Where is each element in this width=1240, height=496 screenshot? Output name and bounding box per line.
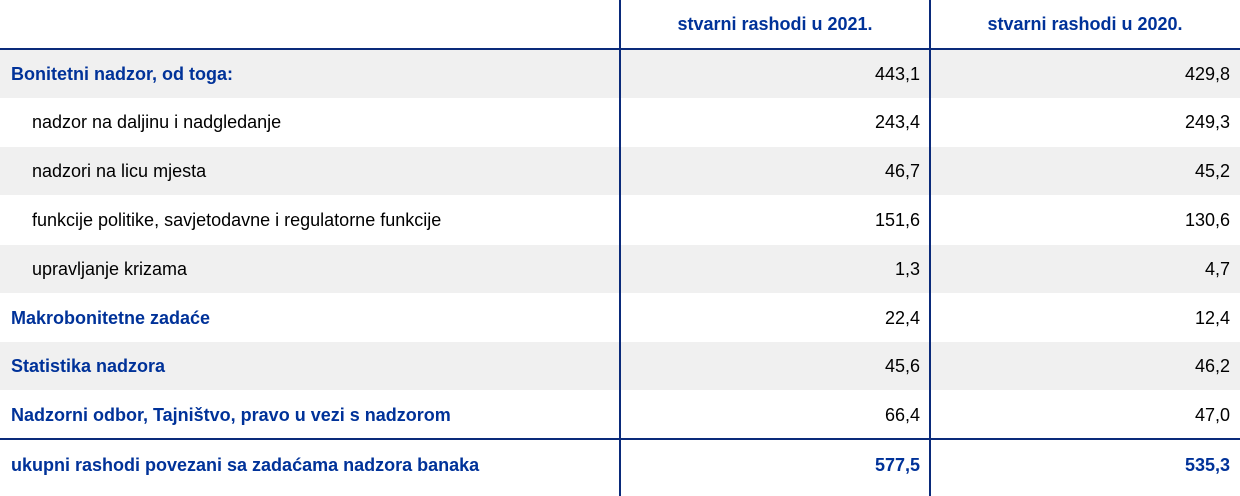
table-row: funkcije politike, savjetodavne i regula… xyxy=(0,196,1240,244)
row-label: nadzor na daljinu i nadgledanje xyxy=(32,111,282,132)
value-2021: 45,6 xyxy=(884,355,920,376)
value-2021: 66,4 xyxy=(884,404,920,425)
value-2021: 46,7 xyxy=(884,160,920,181)
table-row: Nadzorni odbor, Tajništvo, pravo u vezi … xyxy=(0,391,1240,439)
value-2020: 45,2 xyxy=(1194,160,1230,181)
value-2021: 443,1 xyxy=(874,63,920,84)
column-divider-1 xyxy=(619,0,621,496)
row-label: Makrobonitetne zadaće xyxy=(11,307,211,328)
row-label: funkcije politike, savjetodavne i regula… xyxy=(32,209,442,230)
value-2020: 429,8 xyxy=(1184,63,1230,84)
row-label: Statistika nadzora xyxy=(11,355,166,376)
value-2020: 130,6 xyxy=(1184,209,1230,230)
value-2020: 47,0 xyxy=(1194,404,1230,425)
total-label: ukupni rashodi povezani sa zadaćama nadz… xyxy=(11,454,480,475)
table-row: Makrobonitetne zadaće 22,4 12,4 xyxy=(0,294,1240,342)
total-row: ukupni rashodi povezani sa zadaćama nadz… xyxy=(0,441,1240,489)
column-divider-2 xyxy=(929,0,931,496)
value-2020: 12,4 xyxy=(1194,307,1230,328)
table-row: nadzor na daljinu i nadgledanje 243,4 24… xyxy=(0,98,1240,146)
row-label: Nadzorni odbor, Tajništvo, pravo u vezi … xyxy=(11,404,451,425)
row-label: upravljanje krizama xyxy=(32,258,188,279)
header-2021: stvarni rashodi u 2021. xyxy=(677,13,873,34)
value-2021: 243,4 xyxy=(874,111,920,132)
header-empty-cell xyxy=(0,0,620,48)
table-header-row: stvarni rashodi u 2021. stvarni rashodi … xyxy=(0,0,1240,48)
row-label: Bonitetni nadzor, od toga: xyxy=(11,63,233,84)
value-2021: 1,3 xyxy=(894,258,920,279)
value-2020: 249,3 xyxy=(1184,111,1230,132)
total-2020: 535,3 xyxy=(1184,454,1230,475)
value-2021: 22,4 xyxy=(884,307,920,328)
value-2021: 151,6 xyxy=(874,209,920,230)
value-2020: 46,2 xyxy=(1194,355,1230,376)
total-2021: 577,5 xyxy=(874,454,920,475)
value-2020: 4,7 xyxy=(1204,258,1230,279)
header-2020: stvarni rashodi u 2020. xyxy=(987,13,1183,34)
row-label: nadzori na licu mjesta xyxy=(32,160,207,181)
